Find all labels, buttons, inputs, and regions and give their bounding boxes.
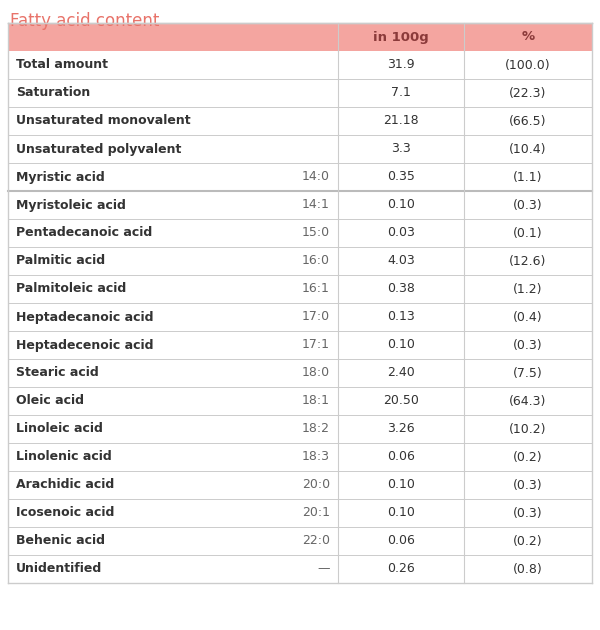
Text: Linolenic acid: Linolenic acid — [16, 450, 112, 464]
Bar — [8, 415, 592, 443]
Bar — [8, 331, 592, 359]
Text: (0.3): (0.3) — [513, 198, 543, 212]
Text: Heptadecanoic acid: Heptadecanoic acid — [16, 311, 154, 323]
Text: 0.06: 0.06 — [387, 450, 415, 464]
Text: (1.1): (1.1) — [513, 171, 543, 183]
Text: (1.2): (1.2) — [513, 282, 543, 295]
Bar — [8, 79, 592, 107]
Text: 0.10: 0.10 — [387, 198, 415, 212]
Text: 15:0: 15:0 — [302, 227, 330, 239]
Text: 18:3: 18:3 — [302, 450, 330, 464]
Text: 18:0: 18:0 — [302, 367, 330, 379]
Text: 17:0: 17:0 — [302, 311, 330, 323]
Text: (100.0): (100.0) — [505, 59, 551, 71]
Text: 18:1: 18:1 — [302, 394, 330, 408]
Text: 21.18: 21.18 — [383, 115, 419, 127]
Text: (22.3): (22.3) — [509, 86, 547, 100]
Text: (12.6): (12.6) — [509, 255, 547, 268]
Text: Icosenoic acid: Icosenoic acid — [16, 507, 115, 520]
Text: Unsaturated polyvalent: Unsaturated polyvalent — [16, 142, 181, 156]
Text: Stearic acid: Stearic acid — [16, 367, 99, 379]
Text: 20:0: 20:0 — [302, 479, 330, 491]
Text: 0.03: 0.03 — [387, 227, 415, 239]
Bar — [8, 359, 592, 387]
Text: Saturation: Saturation — [16, 86, 90, 100]
Text: 0.35: 0.35 — [387, 171, 415, 183]
Text: 2.40: 2.40 — [387, 367, 415, 379]
Text: (66.5): (66.5) — [509, 115, 547, 127]
Text: 22:0: 22:0 — [302, 534, 330, 547]
Text: (64.3): (64.3) — [509, 394, 547, 408]
Text: 0.10: 0.10 — [387, 338, 415, 352]
Text: 3.3: 3.3 — [391, 142, 411, 156]
Bar — [8, 555, 592, 583]
Text: 4.03: 4.03 — [387, 255, 415, 268]
Text: 20.50: 20.50 — [383, 394, 419, 408]
Text: 0.26: 0.26 — [387, 563, 415, 575]
Text: 14:1: 14:1 — [302, 198, 330, 212]
Text: Arachidic acid: Arachidic acid — [16, 479, 114, 491]
Bar — [8, 247, 592, 275]
Bar — [8, 219, 592, 247]
Text: 0.10: 0.10 — [387, 479, 415, 491]
Text: 0.13: 0.13 — [387, 311, 415, 323]
Text: 16:1: 16:1 — [302, 282, 330, 295]
Bar — [8, 499, 592, 527]
Text: 0.06: 0.06 — [387, 534, 415, 547]
Bar — [8, 275, 592, 303]
Text: Heptadecenoic acid: Heptadecenoic acid — [16, 338, 154, 352]
Text: 16:0: 16:0 — [302, 255, 330, 268]
Text: 14:0: 14:0 — [302, 171, 330, 183]
Text: Linoleic acid: Linoleic acid — [16, 423, 103, 435]
Text: 7.1: 7.1 — [391, 86, 411, 100]
Text: 20:1: 20:1 — [302, 507, 330, 520]
Bar — [8, 471, 592, 499]
Text: (0.3): (0.3) — [513, 507, 543, 520]
Text: (0.2): (0.2) — [513, 534, 543, 547]
Text: Myristoleic acid: Myristoleic acid — [16, 198, 126, 212]
Text: in 100g: in 100g — [373, 30, 429, 43]
Text: (0.3): (0.3) — [513, 338, 543, 352]
Text: 0.38: 0.38 — [387, 282, 415, 295]
Bar — [8, 163, 592, 191]
Bar — [8, 303, 592, 331]
Text: (0.1): (0.1) — [513, 227, 543, 239]
Text: Unidentified: Unidentified — [16, 563, 102, 575]
Text: 0.10: 0.10 — [387, 507, 415, 520]
Text: (0.8): (0.8) — [513, 563, 543, 575]
Bar — [8, 527, 592, 555]
Bar — [8, 387, 592, 415]
Bar — [8, 191, 592, 219]
Text: Palmitoleic acid: Palmitoleic acid — [16, 282, 126, 295]
Text: Fatty acid content: Fatty acid content — [10, 12, 160, 30]
Bar — [8, 443, 592, 471]
Text: (10.4): (10.4) — [509, 142, 547, 156]
Text: Unsaturated monovalent: Unsaturated monovalent — [16, 115, 191, 127]
Text: 17:1: 17:1 — [302, 338, 330, 352]
Text: Behenic acid: Behenic acid — [16, 534, 105, 547]
Text: (10.2): (10.2) — [509, 423, 547, 435]
Text: Palmitic acid: Palmitic acid — [16, 255, 105, 268]
Text: (0.4): (0.4) — [513, 311, 543, 323]
Text: Oleic acid: Oleic acid — [16, 394, 84, 408]
Text: (0.3): (0.3) — [513, 479, 543, 491]
Text: 18:2: 18:2 — [302, 423, 330, 435]
Text: 31.9: 31.9 — [387, 59, 415, 71]
Bar — [8, 51, 592, 79]
Bar — [8, 107, 592, 135]
Bar — [8, 23, 592, 51]
Text: Total amount: Total amount — [16, 59, 108, 71]
Text: (0.2): (0.2) — [513, 450, 543, 464]
Text: %: % — [521, 30, 535, 43]
Text: (7.5): (7.5) — [513, 367, 543, 379]
Text: —: — — [317, 563, 330, 575]
Text: 3.26: 3.26 — [387, 423, 415, 435]
Bar — [8, 135, 592, 163]
Text: Pentadecanoic acid: Pentadecanoic acid — [16, 227, 152, 239]
Text: Myristic acid: Myristic acid — [16, 171, 105, 183]
